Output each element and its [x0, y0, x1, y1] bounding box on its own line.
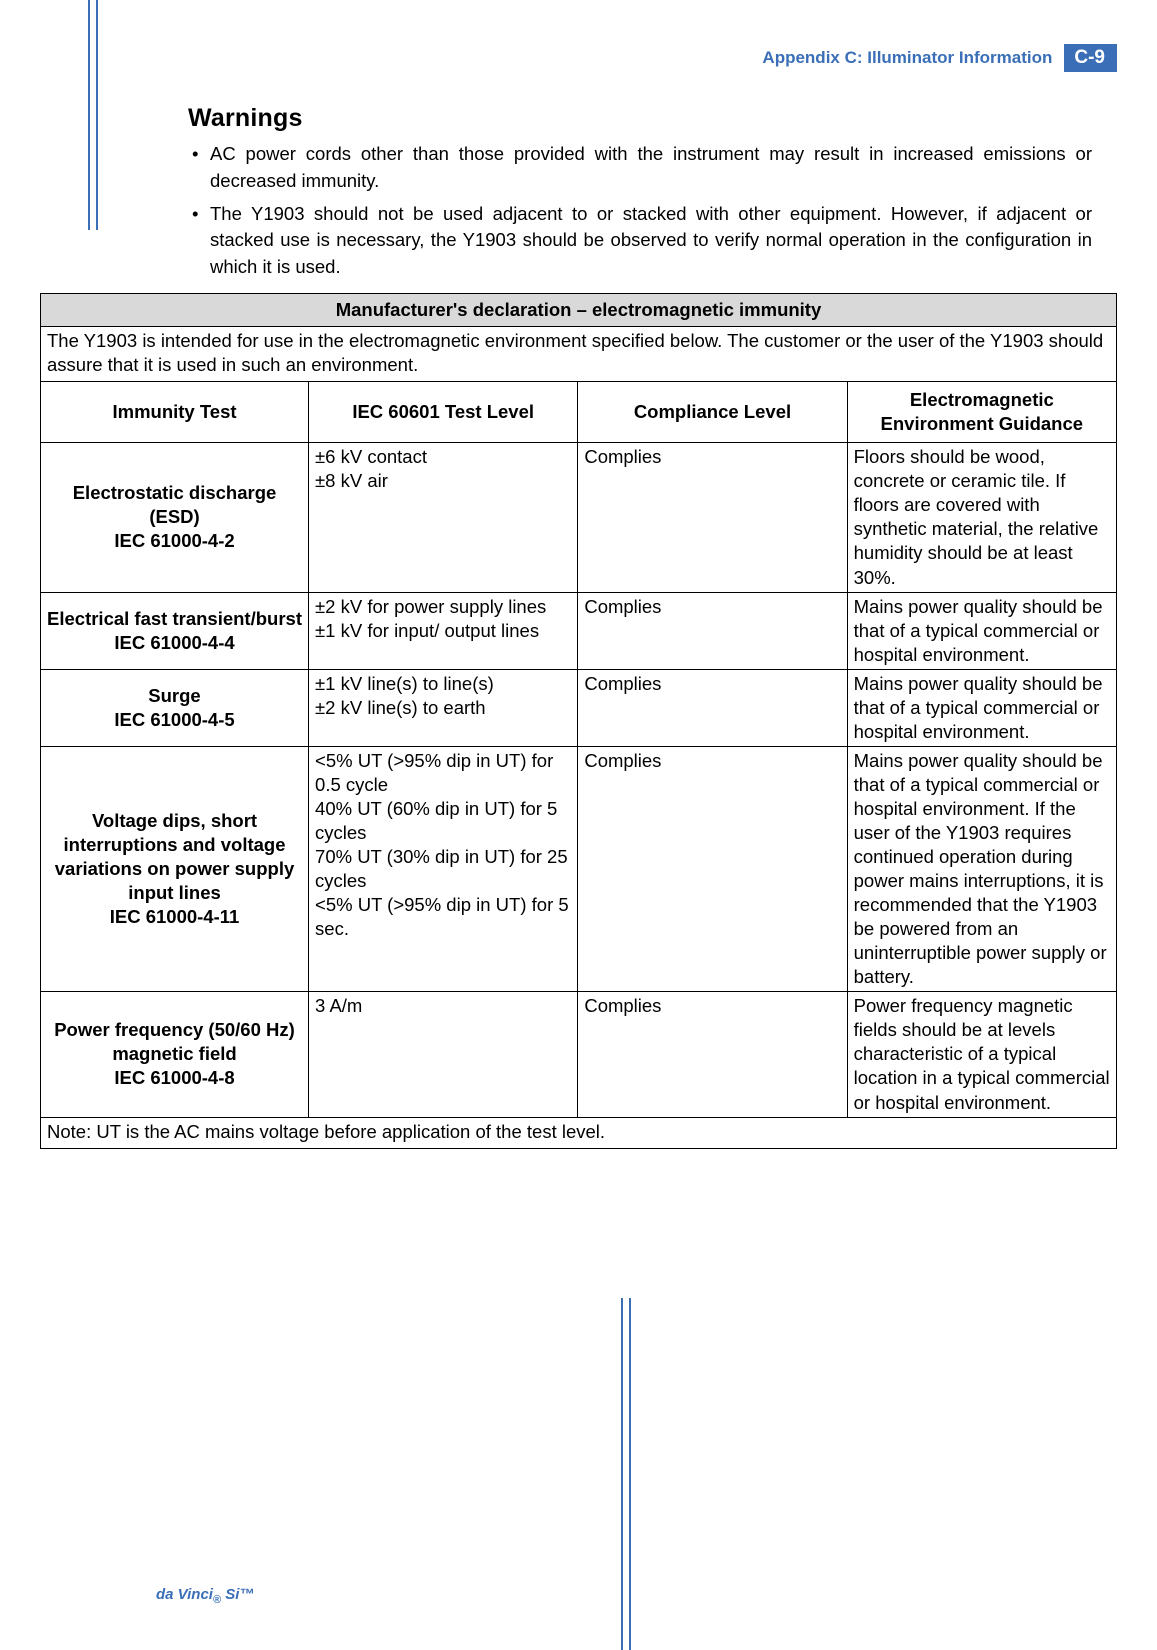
warnings-heading: Warnings — [188, 104, 1092, 133]
cell-compliance: Complies — [578, 592, 847, 669]
margin-rule-bottom-inner — [629, 1298, 631, 1650]
registered-icon: ® — [213, 1594, 221, 1606]
col-header-guidance: Electromagnetic Environment Guidance — [847, 382, 1116, 443]
table-note-row: Note: UT is the AC mains voltage before … — [41, 1117, 1117, 1148]
test-name: Electrostatic discharge (ESD) — [73, 482, 277, 527]
cell-guidance: Floors should be wood, concrete or ceram… — [847, 443, 1116, 592]
test-standard: IEC 61000-4-2 — [114, 530, 234, 551]
table-row: Surge IEC 61000-4-5 ±1 kV line(s) to lin… — [41, 669, 1117, 746]
col-header-immunity-test: Immunity Test — [41, 382, 309, 443]
test-name: Surge — [148, 685, 200, 706]
footer-prefix: da Vinci — [156, 1586, 213, 1603]
cell-test-level: ±2 kV for power supply lines ±1 kV for i… — [309, 592, 578, 669]
test-standard: IEC 61000-4-8 — [114, 1067, 234, 1088]
cell-test-name: Electrostatic discharge (ESD) IEC 61000-… — [41, 443, 309, 592]
cell-guidance: Mains power quality should be that of a … — [847, 746, 1116, 991]
cell-guidance: Mains power quality should be that of a … — [847, 669, 1116, 746]
cell-compliance: Complies — [578, 669, 847, 746]
cell-guidance: Power frequency magnetic fields should b… — [847, 992, 1116, 1117]
cell-guidance: Mains power quality should be that of a … — [847, 592, 1116, 669]
table-row: Electrical fast transient/burst IEC 6100… — [41, 592, 1117, 669]
cell-test-level: ±6 kV contact±8 kV air — [309, 443, 578, 592]
cell-test-level: <5% UT (>95% dip in UT) for 0.5 cycle40%… — [309, 746, 578, 991]
cell-compliance: Complies — [578, 443, 847, 592]
cell-test-name: Surge IEC 61000-4-5 — [41, 669, 309, 746]
table-row: Electrostatic discharge (ESD) IEC 61000-… — [41, 443, 1117, 592]
test-name: Power frequency (50/60 Hz) magnetic fiel… — [54, 1019, 295, 1064]
cell-test-level: ±1 kV line(s) to line(s)±2 kV line(s) to… — [309, 669, 578, 746]
test-name: Electrical fast transient/burst — [47, 608, 302, 629]
bullet-icon: • — [188, 201, 210, 281]
warnings-list: • AC power cords other than those provid… — [188, 141, 1092, 281]
cell-compliance: Complies — [578, 992, 847, 1117]
footer-product-name: da Vinci® Si™ — [156, 1586, 254, 1606]
test-standard: IEC 61000-4-4 — [114, 632, 234, 653]
test-name: Voltage dips, short interruptions and vo… — [55, 810, 295, 903]
table-header-row: Immunity Test IEC 60601 Test Level Compl… — [41, 382, 1117, 443]
cell-compliance: Complies — [578, 746, 847, 991]
running-header: Appendix C: Illuminator Information C-9 — [762, 44, 1117, 72]
warning-item: • The Y1903 should not be used adjacent … — [188, 201, 1092, 281]
table-row: Power frequency (50/60 Hz) magnetic fiel… — [41, 992, 1117, 1117]
cell-test-name: Voltage dips, short interruptions and vo… — [41, 746, 309, 991]
table-row: Voltage dips, short interruptions and vo… — [41, 746, 1117, 991]
margin-rule-bottom-outer — [621, 1298, 623, 1650]
cell-test-name: Power frequency (50/60 Hz) magnetic fiel… — [41, 992, 309, 1117]
table-title: Manufacturer's declaration – electromagn… — [41, 294, 1117, 327]
cell-test-name: Electrical fast transient/burst IEC 6100… — [41, 592, 309, 669]
header-title: Appendix C: Illuminator Information — [762, 48, 1052, 68]
col-header-compliance: Compliance Level — [578, 382, 847, 443]
warning-text: The Y1903 should not be used adjacent to… — [210, 201, 1092, 281]
test-standard: IEC 61000-4-5 — [114, 709, 234, 730]
table-intro: The Y1903 is intended for use in the ele… — [41, 327, 1117, 382]
immunity-table: Manufacturer's declaration – electromagn… — [40, 293, 1117, 1149]
warning-item: • AC power cords other than those provid… — [188, 141, 1092, 195]
bullet-icon: • — [188, 141, 210, 195]
table-title-row: Manufacturer's declaration – electromagn… — [41, 294, 1117, 327]
warnings-section: Warnings • AC power cords other than tho… — [188, 104, 1092, 281]
table-intro-row: The Y1903 is intended for use in the ele… — [41, 327, 1117, 382]
table-note: Note: UT is the AC mains voltage before … — [41, 1117, 1117, 1148]
warning-text: AC power cords other than those provided… — [210, 141, 1092, 195]
cell-test-level: 3 A/m — [309, 992, 578, 1117]
footer-suffix: Si™ — [221, 1586, 254, 1603]
test-standard: IEC 61000-4-11 — [110, 906, 240, 927]
col-header-test-level: IEC 60601 Test Level — [309, 382, 578, 443]
page-content: Warnings • AC power cords other than tho… — [0, 104, 1157, 1149]
page-number-badge: C-9 — [1064, 44, 1117, 72]
